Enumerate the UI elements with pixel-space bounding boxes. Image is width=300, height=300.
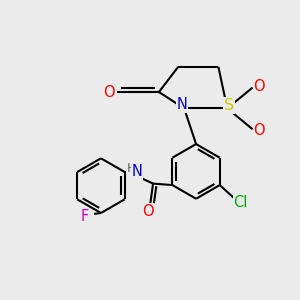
Text: H: H — [126, 162, 136, 175]
Text: N: N — [132, 164, 143, 179]
Text: F: F — [81, 209, 89, 224]
Text: N: N — [176, 97, 187, 112]
Text: O: O — [253, 123, 265, 138]
Text: O: O — [253, 79, 265, 94]
Text: O: O — [142, 204, 154, 219]
Text: S: S — [224, 98, 234, 113]
Text: Cl: Cl — [233, 195, 248, 210]
Text: O: O — [103, 85, 115, 100]
